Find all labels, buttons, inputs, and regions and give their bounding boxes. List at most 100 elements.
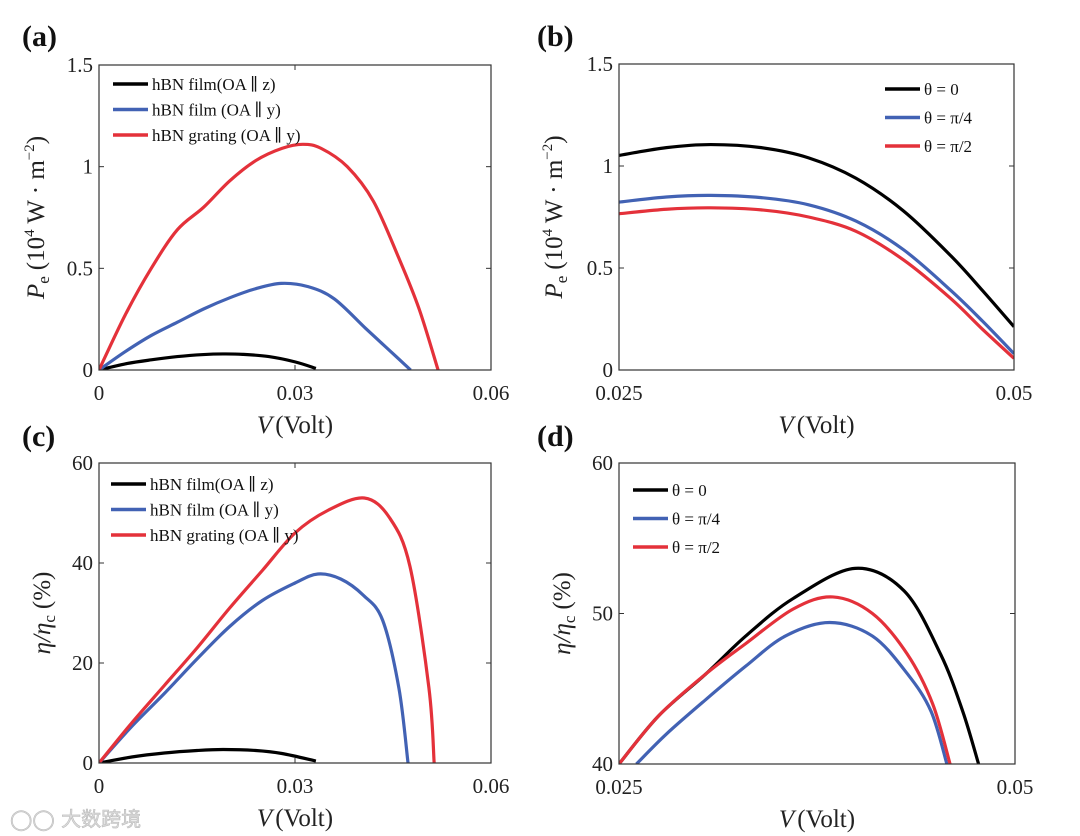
y-axis-sub: e bbox=[552, 276, 571, 284]
legend-label: θ = π/2 bbox=[672, 538, 720, 557]
y-axis-unit-pre: (10 bbox=[23, 237, 50, 270]
y-tick-label: 1.5 bbox=[67, 53, 93, 77]
y-axis-unit-post: ) bbox=[541, 135, 568, 143]
x-axis-unit: (Volt) bbox=[797, 412, 855, 439]
y-axis-var: η/η bbox=[549, 623, 576, 655]
x-axis-label: V (Volt) bbox=[257, 805, 333, 832]
x-axis-unit: (Volt) bbox=[797, 806, 855, 833]
legend: θ = 0 θ = π/4 θ = π/2 bbox=[885, 80, 973, 156]
series-line-1 bbox=[635, 620, 949, 764]
x-axis-unit: (Volt) bbox=[275, 412, 333, 439]
panel-label: (a) bbox=[22, 20, 57, 53]
legend-label: hBN film(OA ∥ z) bbox=[150, 475, 274, 494]
series-line-0 bbox=[619, 142, 1014, 328]
y-tick-label: 50 bbox=[592, 602, 613, 626]
y-axis-unit-mid: W · m bbox=[23, 160, 50, 230]
y-tick-label: 0.5 bbox=[67, 256, 93, 280]
legend-label: hBN film(OA ∥ z) bbox=[152, 75, 276, 94]
legend-label: θ = 0 bbox=[672, 481, 707, 500]
y-tick-label: 40 bbox=[592, 752, 613, 776]
y-tick-label: 1 bbox=[603, 154, 614, 178]
legend: hBN film(OA ∥ z) hBN film (OA ∥ y) hBN gra… bbox=[111, 475, 299, 545]
panel-b: (b) 0.025 0.05 0 0.5 1 1.5 V (Volt) Pe (104 W · m−… bbox=[537, 20, 1032, 439]
y-axis-var: P bbox=[541, 283, 568, 299]
legend-label: θ = 0 bbox=[924, 80, 959, 99]
x-tick-label: 0.06 bbox=[473, 774, 510, 798]
panel-a: (a) 0 0.03 0.06 0 0.5 1 1.5 V (Volt) Pe (104 W · m−… bbox=[22, 20, 509, 439]
y-tick-label: 60 bbox=[592, 451, 613, 475]
y-axis-unit-post: ) bbox=[23, 136, 50, 144]
x-tick-label: 0.05 bbox=[997, 775, 1034, 799]
x-tick-label: 0.03 bbox=[277, 774, 314, 798]
y-axis-label: η/ηc (%) bbox=[29, 572, 59, 655]
series-line-1 bbox=[99, 281, 412, 370]
y-tick-label: 20 bbox=[72, 651, 93, 675]
x-axis-var: V bbox=[778, 412, 796, 439]
series-line-1 bbox=[99, 572, 410, 763]
legend-label: θ = π/4 bbox=[924, 109, 973, 128]
y-tick-label: 1 bbox=[83, 155, 94, 179]
y-tick-label: 0.5 bbox=[587, 256, 613, 280]
y-axis-var: P bbox=[23, 284, 50, 300]
series-line-0 bbox=[99, 747, 317, 763]
y-tick-label: 40 bbox=[72, 551, 93, 575]
x-tick-label: 0 bbox=[94, 774, 105, 798]
x-axis-var: V bbox=[257, 805, 275, 832]
watermark-logo: ◯◯ 大数跨境 bbox=[10, 807, 141, 831]
y-axis-unit-pre: (%) bbox=[29, 572, 56, 609]
x-tick-label: 0 bbox=[94, 381, 105, 405]
y-axis-sub: e bbox=[34, 276, 53, 284]
y-axis-label: Pe (104 W · m−2) bbox=[22, 136, 53, 300]
y-axis-unit-pre: (10 bbox=[541, 236, 568, 269]
legend-label: θ = π/2 bbox=[924, 137, 972, 156]
y-tick-label: 60 bbox=[72, 451, 93, 475]
legend-label: hBN film (OA ∥ y) bbox=[150, 501, 279, 520]
legend-label: θ = π/4 bbox=[672, 510, 721, 529]
legend-label: hBN grating (OA ∥ y) bbox=[150, 526, 299, 545]
y-axis-sup1: 4 bbox=[22, 229, 38, 237]
y-axis-sub: c bbox=[560, 615, 579, 623]
x-axis-label: V (Volt) bbox=[778, 412, 854, 439]
series-line-0 bbox=[619, 566, 981, 764]
y-axis-sub: c bbox=[40, 615, 59, 623]
legend-label: hBN film (OA ∥ y) bbox=[152, 101, 281, 120]
x-tick-label: 0.025 bbox=[595, 775, 642, 799]
series-line-2 bbox=[619, 595, 952, 764]
x-tick-label: 0.05 bbox=[996, 381, 1033, 405]
x-tick-label: 0.025 bbox=[595, 381, 642, 405]
x-axis-label: V (Volt) bbox=[257, 412, 333, 439]
x-axis-unit: (Volt) bbox=[275, 805, 333, 832]
legend: hBN film(OA ∥ z) hBN film (OA ∥ y) hBN gra… bbox=[113, 75, 301, 145]
x-axis-label: V (Volt) bbox=[779, 806, 855, 833]
x-axis-var: V bbox=[779, 806, 797, 833]
series-line-1 bbox=[619, 193, 1014, 355]
legend: θ = 0 θ = π/4 θ = π/2 bbox=[633, 481, 721, 557]
y-axis-unit-pre: (%) bbox=[549, 572, 576, 609]
y-tick-label: 0 bbox=[603, 358, 614, 382]
axes-box bbox=[618, 63, 1015, 371]
series-line-2 bbox=[99, 142, 440, 370]
axes-box bbox=[618, 462, 1016, 765]
x-axis-var: V bbox=[257, 412, 275, 439]
x-tick-label: 0.06 bbox=[473, 381, 510, 405]
y-tick-label: 0 bbox=[83, 358, 94, 382]
series-line-2 bbox=[619, 206, 1014, 360]
y-axis-var: η/η bbox=[29, 623, 56, 655]
y-axis-sup1: 4 bbox=[540, 228, 556, 236]
y-axis-label: η/ηc (%) bbox=[549, 572, 579, 655]
series-line-2 bbox=[99, 496, 436, 763]
y-tick-label: 1.5 bbox=[587, 52, 613, 76]
y-axis-sup2: −2 bbox=[22, 144, 38, 160]
series-line-0 bbox=[99, 352, 317, 370]
panel-label: (b) bbox=[537, 20, 574, 53]
panel-label: (d) bbox=[537, 420, 574, 453]
y-axis-label: Pe (104 W · m−2) bbox=[540, 135, 571, 299]
panel-c: (c) 0 0.03 0.06 0 20 40 60 V (Volt) η/ηc (%) hBN fil… bbox=[22, 420, 509, 832]
y-axis-unit-mid: W · m bbox=[541, 159, 568, 229]
x-tick-label: 0.03 bbox=[277, 381, 314, 405]
legend-label: hBN grating (OA ∥ y) bbox=[152, 126, 301, 145]
panel-label: (c) bbox=[22, 420, 55, 453]
y-axis-sup2: −2 bbox=[540, 144, 556, 160]
